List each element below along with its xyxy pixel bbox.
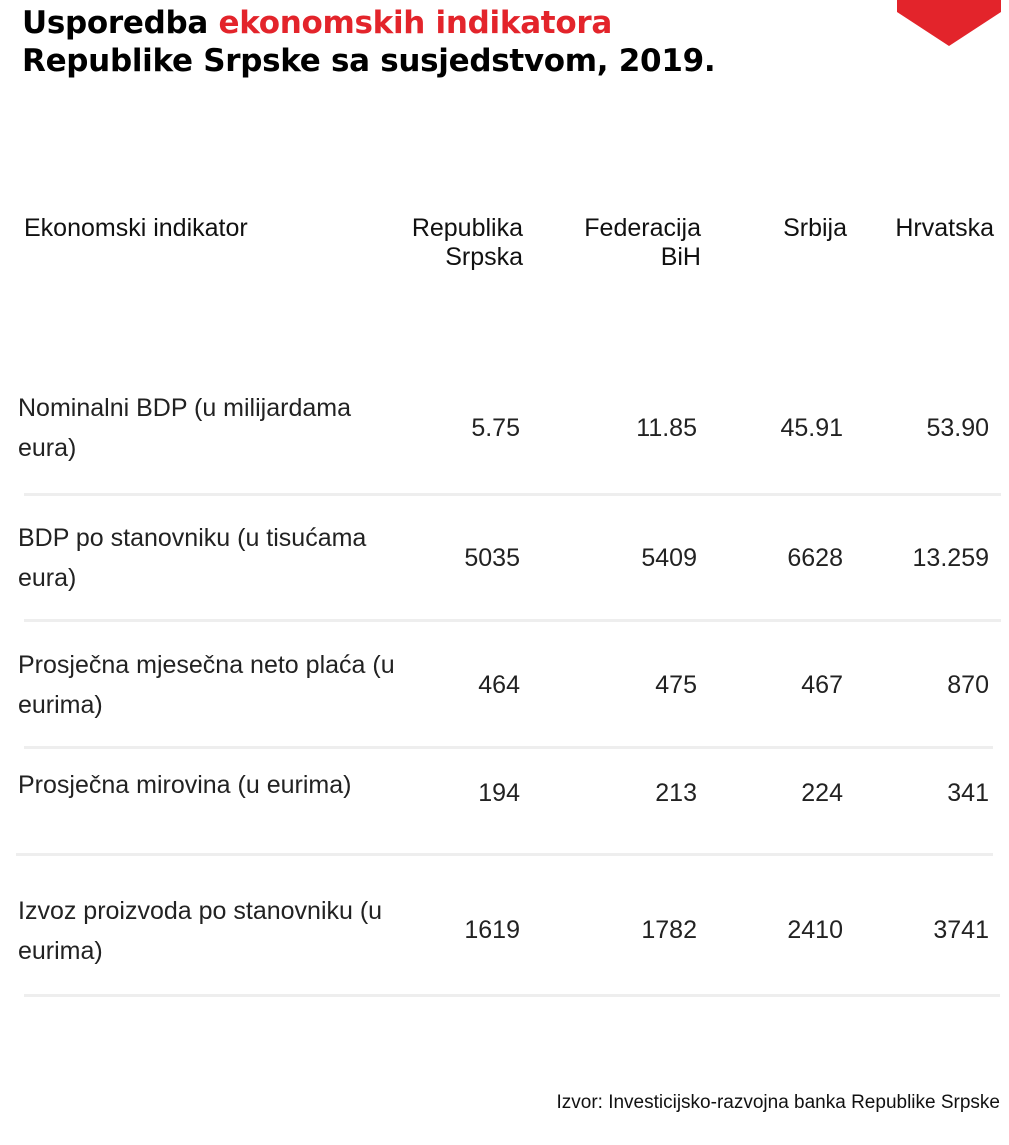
row-label: Izvoz proizvoda po stanovniku (u eurima) [18, 897, 383, 965]
table-cell-federacija-bih: 213 [655, 779, 697, 807]
table-cell-srbija: 2410 [787, 916, 843, 944]
table-cell-republika-srpska: 464 [478, 671, 520, 699]
brand-corner-icon [897, 0, 1001, 46]
table-cell-hrvatska: 13.259 [912, 544, 989, 572]
row-separator [24, 619, 1001, 622]
table-cell-hrvatska: 3741 [933, 916, 989, 944]
chart-title: Usporedba ekonomskih indikatora Republik… [22, 4, 742, 80]
source-note: Izvor: Investicijsko-razvojna banka Repu… [556, 1092, 1000, 1113]
table-cell-hrvatska: 53.90 [926, 414, 989, 442]
column-header-indicator: Ekonomski indikator [24, 214, 248, 242]
table-cell-srbija: 6628 [787, 544, 843, 572]
table-cell-hrvatska: 870 [947, 671, 989, 699]
row-separator [24, 994, 1000, 997]
row-separator [24, 493, 1001, 496]
table-cell-republika-srpska: 194 [478, 779, 520, 807]
row-separator [16, 853, 993, 856]
column-header-srbija: Srbija [783, 214, 847, 242]
table-cell-srbija: 45.91 [780, 414, 843, 442]
row-label: Nominalni BDP (u milijardama eura) [18, 394, 351, 462]
title-rest: Republike Srpske sa susjedstvom, 2019. [22, 43, 716, 79]
table-cell-federacija-bih: 1782 [641, 916, 697, 944]
column-header-federacija-bih: Federacija BiH [584, 214, 701, 271]
table-cell-republika-srpska: 5035 [464, 544, 520, 572]
table-cell-republika-srpska: 1619 [464, 916, 520, 944]
table-cell-srbija: 467 [801, 671, 843, 699]
title-highlight: ekonomskih indikatora [218, 5, 613, 41]
row-label: Prosječna mirovina (u eurima) [18, 771, 352, 799]
table-cell-hrvatska: 341 [947, 779, 989, 807]
row-separator [24, 746, 993, 749]
row-label: Prosječna mjesečna neto plaća (u eurima) [18, 651, 395, 719]
table-cell-federacija-bih: 11.85 [636, 414, 697, 442]
table-cell-republika-srpska: 5.75 [471, 414, 520, 442]
table-cell-federacija-bih: 475 [655, 671, 697, 699]
table-cell-federacija-bih: 5409 [641, 544, 697, 572]
title-prefix: Usporedba [22, 5, 219, 41]
table-cell-srbija: 224 [801, 779, 843, 807]
column-header-hrvatska: Hrvatska [895, 214, 994, 242]
column-header-republika-srpska: Republika Srpska [411, 214, 523, 271]
row-label: BDP po stanovniku (u tisućama eura) [18, 524, 367, 592]
